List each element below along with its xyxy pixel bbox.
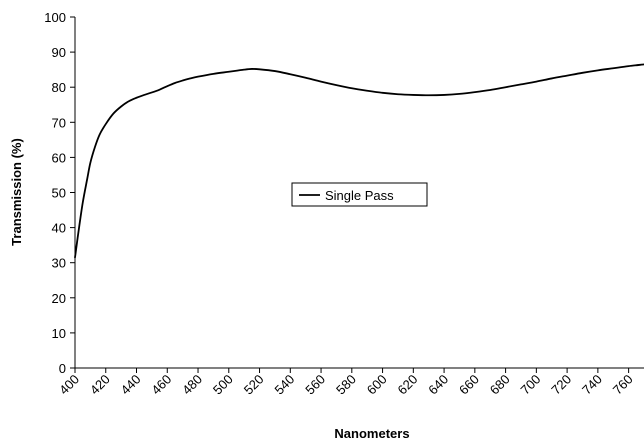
x-tick-label: 760	[610, 372, 636, 398]
legend: Single Pass	[291, 182, 428, 207]
legend-label-single-pass: Single Pass	[325, 188, 394, 203]
x-tick-label: 740	[579, 372, 605, 398]
x-tick-label: 540	[271, 372, 297, 398]
x-tick-label: 700	[518, 372, 544, 398]
x-tick-label: 420	[87, 372, 113, 398]
y-tick-label: 30	[52, 256, 66, 271]
y-tick-label: 80	[52, 80, 66, 95]
x-axis-ticks: 400 420 440 460 480 500 520 540 560 580 600 620 640 6…	[56, 368, 636, 397]
x-tick-label: 640	[425, 372, 451, 398]
y-tick-label: 70	[52, 115, 66, 130]
x-tick-label: 720	[548, 372, 574, 398]
y-tick-label: 90	[52, 45, 66, 60]
y-tick-label: 60	[52, 150, 66, 165]
x-tick-label: 600	[364, 372, 390, 398]
y-tick-label: 0	[59, 361, 66, 376]
x-tick-label: 500	[210, 372, 236, 398]
x-tick-label: 620	[394, 372, 420, 398]
series-line-single-pass	[74, 63, 644, 259]
y-tick-label: 10	[52, 326, 66, 341]
x-axis-title: Nanometers	[334, 426, 409, 441]
x-tick-label: 440	[118, 372, 144, 398]
legend-box	[291, 182, 428, 207]
x-tick-label: 520	[241, 372, 267, 398]
y-tick-label: 40	[52, 221, 66, 236]
y-tick-label: 50	[52, 186, 66, 201]
y-axis-ticks: 0 10 20 30 40 50 60 70 80 90 100	[44, 10, 75, 376]
x-tick-label: 480	[179, 372, 205, 398]
y-axis-title: Transmission (%)	[9, 138, 24, 246]
x-tick-label: 680	[487, 372, 513, 398]
x-tick-label: 580	[333, 372, 359, 398]
y-tick-label: 20	[52, 291, 66, 306]
x-tick-label: 560	[302, 372, 328, 398]
x-tick-label: 660	[456, 372, 482, 398]
x-tick-label: 460	[148, 372, 174, 398]
y-tick-label: 100	[44, 10, 66, 25]
